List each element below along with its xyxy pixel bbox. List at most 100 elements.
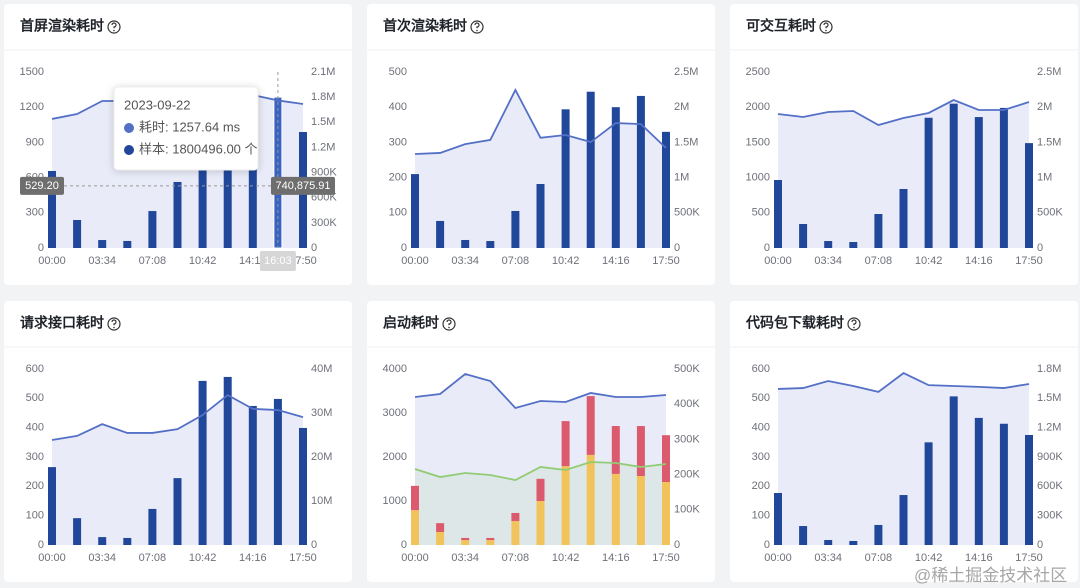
- x-tick-label: 07:08: [865, 255, 893, 267]
- chart: 首屏渲染耗时0300600900120015000300K600K900K1.2…: [4, 18, 352, 271]
- y2-tick-label: 2.5M: [1037, 66, 1061, 78]
- x-tick-label: 03:34: [88, 552, 116, 564]
- y2-tick-label: 2M: [674, 101, 689, 113]
- y2-tick-label: 500K: [674, 363, 700, 375]
- help-icon-dot: [448, 326, 450, 329]
- bar: [949, 396, 958, 545]
- y2-tick-label: 200K: [674, 469, 700, 481]
- bar: [636, 476, 645, 545]
- y2-tick-label: 30M: [311, 407, 332, 419]
- y2-tick-label: 400K: [674, 398, 700, 410]
- x-tick-label: 10:42: [552, 552, 580, 564]
- pointer-y2-label: 740,875.91: [275, 180, 330, 192]
- y-tick-label: 0: [764, 242, 770, 254]
- line-area: [778, 373, 1029, 545]
- lines: [777, 372, 1030, 393]
- y-tick-label: 4000: [383, 363, 407, 375]
- bar: [48, 467, 56, 545]
- bar: [98, 240, 107, 248]
- bar: [849, 242, 858, 248]
- y-tick-label: 500: [389, 66, 407, 78]
- bar: [223, 122, 232, 248]
- x-tick-label: 00:00: [764, 255, 792, 267]
- bar: [536, 184, 545, 248]
- chart-panel: 请求接口耗时 0 100 200 300 400 500 600 0 10M 20M 30M 40M 00…: [4, 301, 352, 582]
- bar: [299, 427, 307, 545]
- x-tick-label: 17:50: [1015, 552, 1043, 564]
- help-icon[interactable]: [819, 20, 833, 34]
- line: [414, 87, 667, 155]
- chart-title: 首次渲染耗时: [383, 18, 467, 34]
- help-icon[interactable]: [470, 20, 484, 34]
- lines: [777, 99, 1030, 126]
- pointer-label-bg: [271, 176, 335, 195]
- help-icon[interactable]: [847, 317, 861, 331]
- bar: [248, 105, 257, 249]
- y2-tick-label: 0: [674, 539, 680, 551]
- chart: 请求接口耗时 0 100 200 300 400 500 600 0 10M 20M 30M 40M 00…: [4, 315, 352, 564]
- x-tick-label: 14:16: [602, 552, 630, 564]
- y-tick-label: 400: [26, 422, 44, 434]
- x-tick-label: 17:50: [289, 255, 317, 267]
- bar: [636, 426, 645, 477]
- y-tick-label: 0: [38, 539, 44, 551]
- bar: [974, 117, 983, 248]
- y-tick-label: 500: [752, 392, 770, 404]
- chart-title: 代码包下载耗时: [745, 315, 844, 331]
- y-tick-label: 2000: [383, 451, 407, 463]
- tooltip-row: 耗时: 1257.64 ms: [139, 119, 241, 134]
- bar: [662, 131, 670, 248]
- x-tick-label: 10:42: [915, 255, 943, 267]
- y2-tick-label: 300K: [311, 217, 337, 229]
- chart: 首次渲染耗时 0 100 200 300 400 500 0 500K 1M 1.5M 2M 2.5M 0…: [367, 18, 715, 267]
- bar: [636, 95, 645, 248]
- y-tick-label: 1500: [20, 66, 44, 78]
- chart: 可交互耗时 0 500 1000 1500 2000 2500 0 500K 1M 1.5M 2M 2.…: [730, 18, 1078, 267]
- bar: [586, 396, 595, 455]
- x-tick-label: 03:34: [451, 255, 479, 267]
- bar: [273, 398, 282, 545]
- help-icon[interactable]: [107, 20, 121, 34]
- y2-tick-label: 40M: [311, 363, 332, 375]
- help-icon-dot: [113, 326, 115, 329]
- help-icon-glyph: [111, 319, 117, 326]
- y-tick-label: 2500: [746, 66, 770, 78]
- y-tick-label: 3000: [383, 407, 407, 419]
- y2-tick-label: 20M: [311, 451, 332, 463]
- bars: [774, 103, 1033, 249]
- bar: [899, 495, 908, 545]
- bar: [198, 380, 207, 545]
- y-tick-label: 1000: [383, 495, 407, 507]
- bar: [173, 478, 182, 545]
- x-tick-label: 03:34: [451, 552, 479, 564]
- x-tick-label: 07:08: [865, 552, 893, 564]
- help-icon-glyph: [446, 319, 452, 326]
- x-tick-label: 10:42: [189, 255, 217, 267]
- chart: 代码包下载耗时 0 100 200 300 400 500 600 0 300K 600K 900K 1…: [730, 315, 1078, 564]
- bar: [949, 103, 958, 249]
- bar: [436, 523, 445, 532]
- y2-tick-label: 1.2M: [311, 141, 335, 153]
- x-tick-label: 00:00: [764, 552, 792, 564]
- bar: [248, 405, 257, 545]
- y2-tick-label: 0: [311, 539, 317, 551]
- help-icon[interactable]: [442, 317, 456, 331]
- x-tick-label: 10:42: [915, 552, 943, 564]
- x-tick-label: 14:16: [602, 255, 630, 267]
- y-tick-label: 600: [752, 363, 770, 375]
- bar: [999, 423, 1008, 545]
- chart-panel: 首屏渲染耗时0300600900120015000300K600K900K1.2…: [4, 4, 352, 285]
- bar: [411, 510, 419, 545]
- bar: [999, 107, 1008, 249]
- y2-tick-label: 1.5M: [674, 136, 698, 148]
- bar: [799, 526, 808, 545]
- bar: [486, 540, 495, 545]
- bar: [461, 239, 470, 248]
- bar: [824, 540, 833, 545]
- bar: [824, 241, 833, 248]
- x-tick-label: 10:42: [552, 255, 580, 267]
- line: [414, 461, 667, 481]
- help-icon[interactable]: [107, 317, 121, 331]
- areas: [415, 89, 666, 249]
